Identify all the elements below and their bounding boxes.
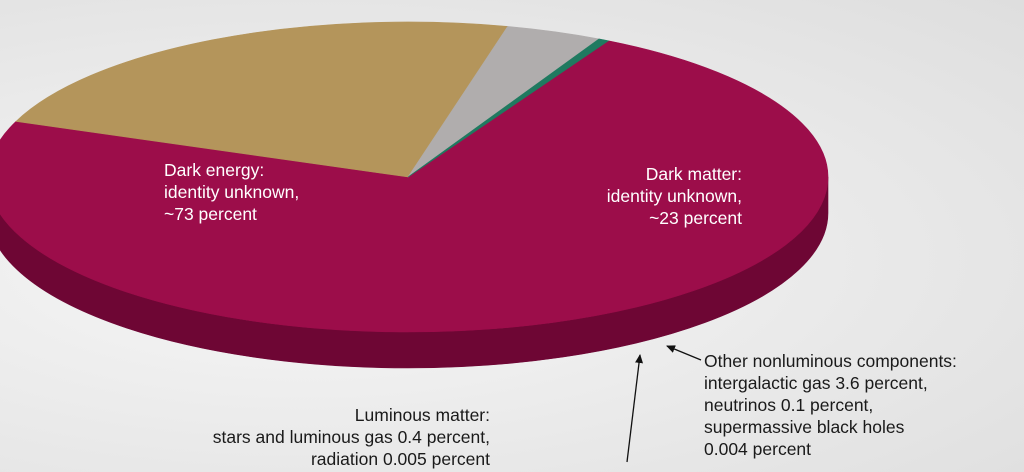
label-dark-matter-line: ~23 percent [649, 208, 742, 228]
label-other-nonluminous: Other nonluminous components: intergalac… [704, 350, 957, 460]
pie-slice-dark-energy [0, 40, 829, 333]
pointer-other-nonluminous [666, 345, 702, 361]
label-other-line: Other nonluminous components: [704, 351, 957, 371]
label-other-line: intergalactic gas 3.6 percent, [704, 373, 928, 393]
pie-top-faces [0, 21, 829, 333]
label-dark-energy: Dark energy: identity unknown, ~73 perce… [164, 159, 299, 225]
label-other-line: 0.004 percent [704, 439, 812, 459]
label-luminous-line: Luminous matter: [354, 405, 490, 425]
label-dark-energy-line: identity unknown, [164, 182, 300, 202]
pie-slice-luminous-matter [407, 38, 610, 178]
label-luminous-line: stars and luminous gas 0.4 percent, [212, 427, 490, 447]
label-other-line: neutrinos 0.1 percent, [704, 395, 874, 415]
label-other-line: supermassive black holes [704, 417, 905, 437]
label-dark-energy-line: ~73 percent [164, 204, 257, 224]
label-luminous-line: radiation 0.005 percent [310, 449, 490, 469]
label-dark-matter: Dark matter: identity unknown, ~23 perce… [607, 163, 742, 229]
pointer-luminous-matter [626, 354, 644, 463]
pie-slice-dark-matter [15, 21, 509, 178]
label-luminous-matter: Luminous matter: stars and luminous gas … [213, 404, 490, 470]
label-dark-energy-line: Dark energy: [164, 160, 265, 180]
label-dark-matter-line: Dark matter: [645, 164, 742, 184]
label-dark-matter-line: identity unknown, [606, 186, 742, 206]
